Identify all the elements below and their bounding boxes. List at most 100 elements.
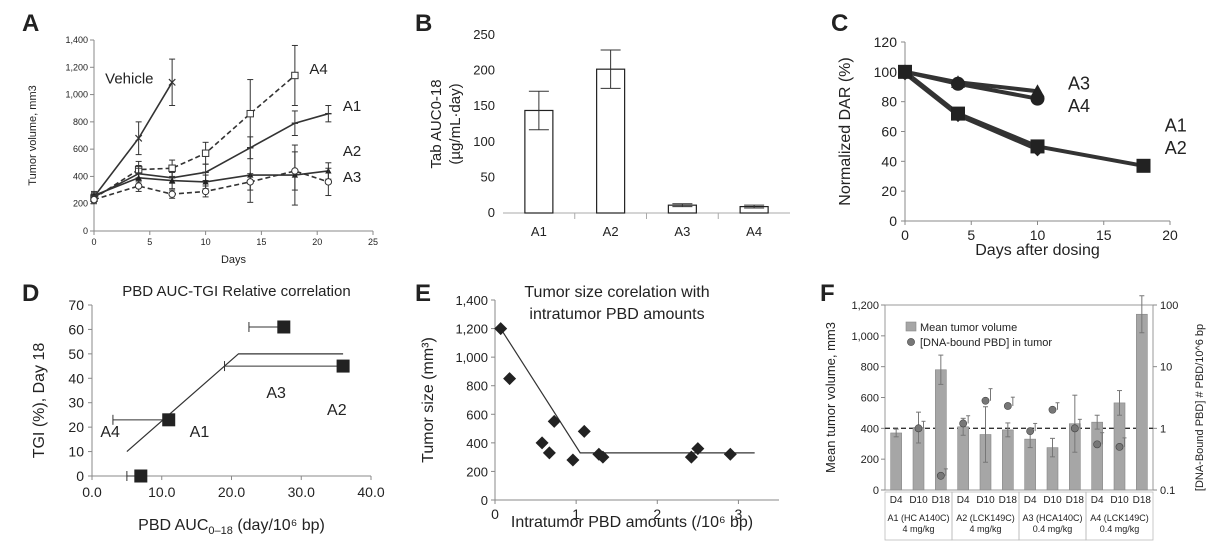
y-tick-label: 100 <box>473 134 495 149</box>
data-point <box>162 413 176 427</box>
pbd-point <box>1003 402 1012 410</box>
x-tick-label: 10 <box>201 237 211 247</box>
y2-tick-label: 1 <box>1160 423 1166 435</box>
data-point-a4 <box>1030 91 1045 106</box>
series-label-a3: A3 <box>343 169 361 186</box>
data-point <box>168 177 176 184</box>
y-tick-label: 20 <box>68 419 84 435</box>
panel-a: 0 200 400 600 800 1,000 1,200 1,400 0 5 10 15 20 25 Da… <box>27 35 378 266</box>
data-point-a4 <box>951 76 965 91</box>
y-tick-label: 150 <box>473 98 495 113</box>
y-tick-label: 1,400 <box>455 293 488 308</box>
x-tick-label: D4 <box>890 495 903 506</box>
x-axis-title: Days after dosing <box>975 242 1100 259</box>
panel-c: 0 20 40 60 80 100 120 0 5 10 15 20 Days after dosing… <box>837 34 1187 259</box>
pbd-point <box>914 424 923 433</box>
point-label-a2: A2 <box>327 402 347 419</box>
y-axis-title: Tumor size (mm³) <box>420 337 437 463</box>
series-label-a3: A3 <box>1068 74 1090 94</box>
legend-label: [DNA-bound PBD] in tumor <box>920 337 1052 349</box>
x-tick-label: D4 <box>1091 495 1104 506</box>
panel-letter-a: A <box>22 10 39 37</box>
data-point <box>535 436 549 450</box>
series-line-a1 <box>93 112 329 198</box>
y-axis-title: TGI (%), Day 18 <box>31 343 48 459</box>
x-tick-label: 15 <box>1096 227 1112 243</box>
data-point <box>135 174 142 181</box>
data-point <box>201 187 210 196</box>
data-point <box>201 149 210 157</box>
y-tick-label: 0 <box>873 485 879 497</box>
y-tick-label: 200 <box>473 63 495 78</box>
series-label-a4: A4 <box>309 61 327 78</box>
panel-d: 0 10 20 30 40 50 60 70 0.0 10.0 20.0 30.0 40.0 PBD AU… <box>31 283 385 537</box>
y-tick-label: 400 <box>861 423 879 435</box>
y-tick-label: 800 <box>466 379 488 394</box>
data-point-stroke <box>168 78 176 86</box>
y-tick-label: 400 <box>466 436 488 451</box>
data-point <box>691 442 705 456</box>
legend-swatch-point <box>907 338 915 346</box>
x-tick-label: 30.0 <box>288 484 315 500</box>
x-axis-title-sub: 0–18 <box>208 525 232 537</box>
series-line-a2 <box>903 70 1144 168</box>
x-tick-label: 0 <box>91 237 96 247</box>
x-tick-label: D18 <box>932 495 951 506</box>
pbd-point <box>1048 405 1057 414</box>
x-tick-label: A4 <box>746 224 762 239</box>
panel-f: 0 200 400 600 800 1,000 1,200 0.1 1 10 100 Mean tum… <box>823 295 1206 541</box>
data-point <box>277 320 291 334</box>
series-label-a1: A1 <box>343 98 361 115</box>
group-label: A4 (LCK149C) <box>1090 513 1149 523</box>
y-tick-label: 200 <box>73 199 88 209</box>
data-point <box>168 78 176 86</box>
series-label-vehicle: Vehicle <box>105 71 153 88</box>
y-tick-label: 1,200 <box>851 300 879 312</box>
data-point <box>577 424 591 438</box>
pbd-point <box>1115 442 1124 451</box>
y-tick-label: 250 <box>473 27 495 42</box>
y-tick-label: 70 <box>68 297 84 313</box>
panel-letter-c: C <box>831 10 848 37</box>
group-label: A1 (HC A140C) <box>887 513 949 523</box>
y2-axis-title: [DNA-Bound PBD] # PBD/10^6 bp <box>1194 324 1206 491</box>
group-label: A2 (LCK149C) <box>956 513 1015 523</box>
bar-volume <box>1136 313 1148 491</box>
y-tick-label: 200 <box>861 454 879 466</box>
x-tick-label: D4 <box>957 495 970 506</box>
x-tick-label: 10 <box>1030 227 1046 243</box>
panel-letter-f: F <box>820 280 835 307</box>
x-axis-title-tail: (day/10⁶ bp) <box>233 517 325 534</box>
x-tick-label: 15 <box>256 237 266 247</box>
y-tick-label: 1,400 <box>65 35 88 45</box>
data-point-a2 <box>898 64 912 79</box>
bar-volume <box>890 432 902 491</box>
y-tick-label: 0 <box>76 468 84 484</box>
y-tick-label: 800 <box>861 362 879 374</box>
y-tick-label: 1,200 <box>65 62 88 72</box>
x-tick-label: A2 <box>603 224 619 239</box>
data-point <box>291 71 299 80</box>
x-tick-label: A3 <box>674 224 690 239</box>
y-tick-label: 1,000 <box>65 90 88 100</box>
y-tick-label: 100 <box>874 64 898 80</box>
group-dose: 0.4 mg/kg <box>1033 524 1073 534</box>
data-point <box>542 446 556 460</box>
y-tick-label: 40 <box>881 153 897 169</box>
group-box <box>1085 491 1154 541</box>
x-axis-title: Days <box>221 254 247 266</box>
data-point <box>291 167 299 175</box>
x-tick-label: D18 <box>1133 495 1152 506</box>
x-tick-label: 0.0 <box>82 484 102 500</box>
group-dose: 4 mg/kg <box>902 524 934 534</box>
y-tick-label: 600 <box>466 407 488 422</box>
x-tick-label: 0 <box>491 506 499 522</box>
x-tick-label: 2 <box>653 506 661 522</box>
x-tick-label: A1 <box>531 224 547 239</box>
y-tick-label: 10 <box>68 444 84 460</box>
y-axis-title: Mean tumor volume, mm3 <box>823 322 838 473</box>
y-axis-title-line: Tab AUC0-18 <box>428 79 445 168</box>
y-tick-label: 30 <box>68 395 84 411</box>
